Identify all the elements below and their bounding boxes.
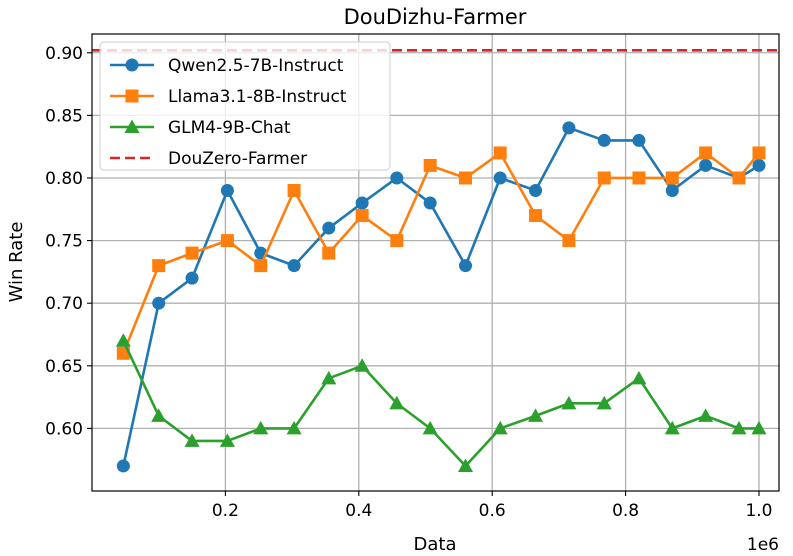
- data-point: [151, 408, 167, 422]
- legend-swatch-marker: [124, 119, 140, 133]
- data-point: [184, 433, 200, 447]
- data-point: [321, 370, 337, 385]
- data-point: [152, 259, 166, 273]
- data-point: [286, 420, 302, 435]
- data-point: [116, 459, 130, 473]
- data-point: [731, 420, 747, 435]
- data-point: [732, 171, 746, 185]
- data-point: [751, 420, 767, 435]
- data-point: [664, 420, 680, 435]
- data-point: [253, 420, 269, 435]
- legend-label: Qwen2.5-7B-Instruct: [168, 56, 344, 76]
- y-tick-label: 0.85: [45, 106, 83, 126]
- x-tick-label: 1.0: [745, 501, 772, 521]
- data-point: [423, 158, 437, 172]
- data-point: [596, 395, 612, 410]
- legend-swatch-marker: [125, 89, 139, 103]
- data-point: [287, 259, 301, 273]
- data-point: [459, 171, 473, 185]
- data-point: [220, 184, 234, 198]
- data-point: [254, 259, 268, 273]
- data-point: [322, 246, 336, 260]
- x-tick-label: 0.6: [479, 501, 506, 521]
- data-point: [423, 196, 437, 210]
- data-point: [562, 121, 576, 135]
- axis-ticks: 0.2 0.4 0.6 0.8 1.0 0.60 0.65 0.70 0.75 0.80 0.85 0…: [45, 44, 772, 521]
- data-point: [752, 158, 766, 172]
- y-axis-label: Win Rate: [6, 222, 27, 303]
- series-2: [115, 333, 767, 472]
- data-point: [597, 133, 611, 147]
- series-lines: [115, 121, 767, 473]
- data-point: [493, 171, 507, 185]
- data-point: [562, 234, 576, 248]
- y-tick-label: 0.65: [45, 357, 83, 377]
- series-line: [122, 151, 761, 354]
- series-1: [116, 146, 766, 360]
- data-point: [185, 271, 199, 285]
- data-point: [390, 234, 404, 248]
- data-point: [632, 171, 646, 185]
- y-tick-label: 0.60: [45, 419, 83, 439]
- data-point: [597, 171, 611, 185]
- legend-label: Llama3.1-8B-Instruct: [168, 87, 347, 107]
- x-axis-offset-text: 1e6: [747, 535, 779, 555]
- data-point: [355, 209, 369, 223]
- data-point: [528, 408, 544, 422]
- legend-box: [99, 41, 391, 171]
- legend: Qwen2.5-7B-Instruct Llama3.1-8B-Instruct G…: [99, 41, 391, 171]
- legend-swatch-marker: [125, 58, 139, 72]
- legend-entry: Llama3.1-8B-Instruct: [110, 87, 347, 107]
- data-point: [631, 370, 647, 385]
- data-point: [665, 184, 679, 198]
- y-tick-label: 0.70: [45, 294, 83, 314]
- x-tick-label: 0.8: [612, 501, 639, 521]
- data-point: [152, 296, 166, 310]
- legend-entry: DouZero-Farmer: [110, 149, 307, 169]
- legend-label: DouZero-Farmer: [168, 149, 307, 169]
- data-point: [698, 408, 714, 422]
- data-point: [322, 221, 336, 235]
- data-point: [529, 184, 543, 198]
- y-tick-label: 0.75: [45, 232, 83, 252]
- chart-title: DouDizhu-Farmer: [344, 5, 527, 29]
- data-point: [458, 458, 474, 472]
- data-point: [493, 146, 507, 160]
- y-tick-label: 0.90: [45, 44, 83, 64]
- data-point: [355, 196, 369, 210]
- plot-frame: [91, 33, 780, 492]
- data-point: [561, 395, 577, 410]
- data-point: [390, 171, 404, 185]
- legend-label: GLM4-9B-Chat: [168, 118, 291, 138]
- data-point: [422, 420, 438, 435]
- data-point: [287, 184, 301, 198]
- data-point: [665, 171, 679, 185]
- legend-entry: GLM4-9B-Chat: [110, 118, 291, 138]
- data-point: [459, 259, 473, 273]
- x-axis-label: Data: [414, 534, 457, 555]
- data-point: [389, 395, 405, 410]
- data-point: [699, 146, 713, 160]
- data-point: [492, 420, 508, 435]
- y-tick-label: 0.80: [45, 169, 83, 189]
- data-point: [354, 358, 370, 372]
- data-point: [185, 246, 199, 260]
- x-tick-label: 0.4: [345, 501, 372, 521]
- data-point: [699, 158, 713, 172]
- data-point: [219, 433, 235, 447]
- data-point: [529, 209, 543, 223]
- data-point: [115, 333, 131, 347]
- x-tick-label: 0.2: [212, 501, 239, 521]
- legend-entry: Qwen2.5-7B-Instruct: [110, 56, 344, 76]
- series-line: [122, 340, 759, 468]
- data-point: [220, 234, 234, 248]
- data-point: [752, 146, 766, 160]
- data-point: [632, 133, 646, 147]
